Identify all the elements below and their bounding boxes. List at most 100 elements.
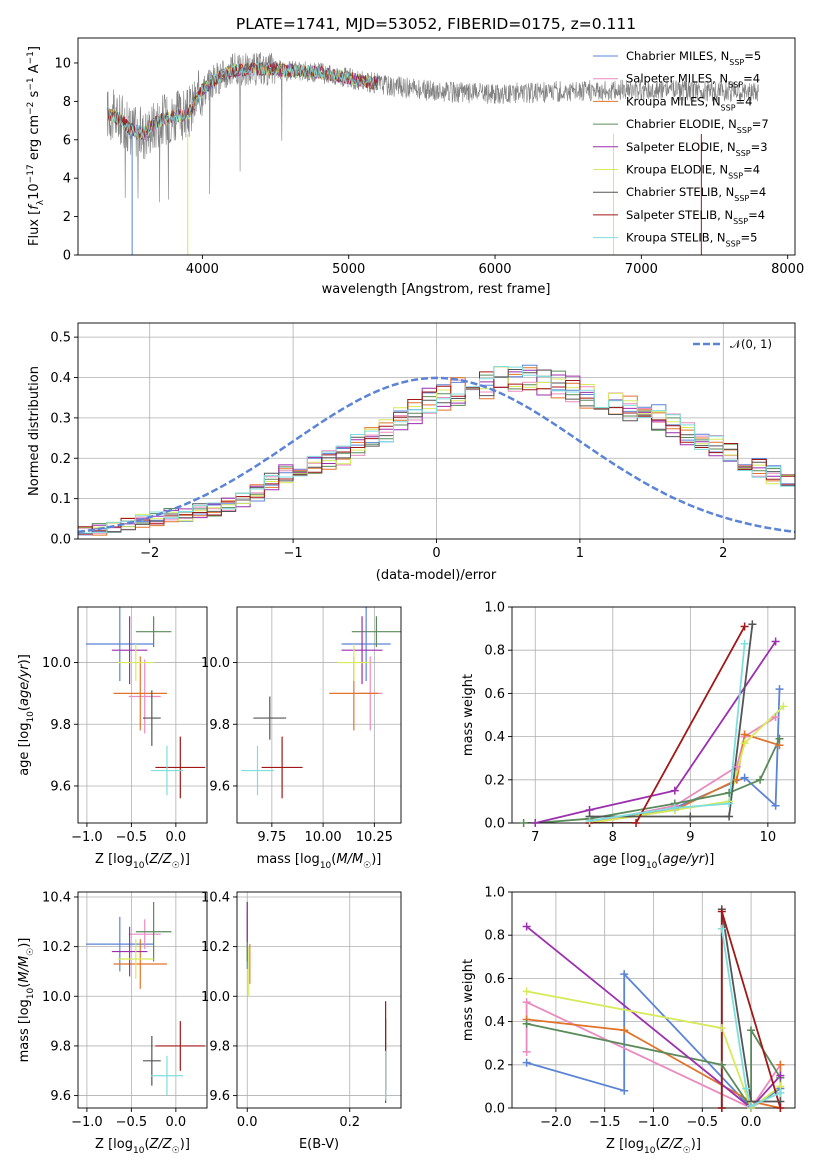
weight_vs_age-point-marker [519, 819, 528, 827]
mass_vs_EBV-ytick-label: 10.4 [201, 890, 230, 905]
age_vs_Z-ylabel: age [log10(age/yr)] [17, 654, 36, 776]
weight_vs_age-point-marker [732, 775, 741, 784]
weight_vs_age-xtick-label: 7 [531, 830, 539, 845]
weight_vs_Z-xlabel-part: ( [655, 1137, 660, 1152]
spectrum-legend-sub: SSP [734, 194, 749, 203]
mass_vs_Z-axes: −1.0 −0.5 0.09.69.810.010.210.4Z [log10(Z/… [17, 890, 208, 1156]
weight_vs_Z-ytick-label: 0.8 [484, 929, 505, 944]
weight_vs_age-xtick-label: 8 [609, 830, 617, 845]
spectrum-xtick-label: 4000 [186, 262, 219, 277]
mass_vs_EBV-axes: 0.0 0.2 9.6 9.8 10.0 10.2 10.4 E(B-V) [201, 890, 402, 1152]
spectrum-legend-label: Salpeter ELODIE, NSSP=3 [626, 140, 768, 158]
weight_vs_age-point-marker [771, 713, 780, 722]
age_vs_Z-ylabel-part: )] [17, 654, 32, 664]
mass_vs_Z-ylabel-part: )] [17, 938, 32, 948]
age_vs_Z-axes: −1.0 −0.5 0.09.69.810.0Z [log10(Z/Z☉)]age … [17, 606, 208, 871]
age_vs_Z-ytick-label: 9.8 [50, 718, 71, 733]
spectrum-legend-sub: SSP [728, 80, 743, 89]
weight_vs_age-ytick-label: 0.8 [484, 644, 505, 659]
mass_vs_Z-ytick-label: 10.0 [42, 990, 71, 1005]
weight_vs_age-xlabel-part: )] [704, 852, 714, 867]
mass_vs_EBV-frame [236, 891, 402, 1109]
spectrum-ytick-label: 6 [63, 133, 71, 148]
mass_vs_Z-ylabel: mass [log10(M/M☉)] [17, 938, 36, 1063]
age_vs_mass-ytick-label: 10.0 [201, 656, 230, 671]
spectrum-legend-count: =4 [743, 72, 760, 86]
weight_vs_Z-point-marker [776, 1104, 785, 1112]
spectrum-legend-name: Salpeter MILES, N [626, 72, 728, 86]
age_vs_Z-ytick-label: 10.0 [42, 656, 71, 671]
spectrum-xtick-label: 7000 [625, 262, 658, 277]
residuals-plot-area [78, 364, 795, 536]
residual-legend-label: 𝒩(0, 1) [730, 337, 772, 351]
weight_vs_Z-point-marker [522, 1058, 531, 1067]
weight_vs_Z-ylabel: mass weight [461, 959, 476, 1041]
spectrum-ylabel-part: −1 [26, 51, 36, 64]
spectrum-ytick-label: 0 [63, 249, 71, 264]
weight_vs_age-point-marker [725, 812, 734, 821]
weight_vs_Z-xlabel-part: 10 [644, 1146, 656, 1156]
spectrum-data-line [107, 52, 759, 203]
spectrum-xlabel: wavelength [Angstrom, rest frame] [322, 282, 551, 297]
weight_vs_Z-series-line [526, 1022, 782, 1108]
mass_vs_Z-ylabel-part: ☉ [26, 948, 36, 956]
weight_vs_age-point-marker [740, 622, 749, 631]
weight_vs_Z-point-marker [620, 1026, 629, 1035]
mass_vs_Z-xlabel-part: Z [log [95, 1137, 133, 1152]
mass_vs_EBV-xlabel: E(B-V) [299, 1137, 339, 1152]
age_vs_mass-axes: 9.75 10.00 10.25 9.6 9.8 10.0 mass [log10(M/M☉… [201, 606, 402, 871]
weight_vs_age-xlabel-part: 10 [646, 861, 658, 871]
age_vs_mass-xtick-label: 10.00 [304, 830, 341, 845]
weight_vs_Z-series-line [720, 928, 781, 1108]
weight_vs_age-point-marker [585, 816, 594, 825]
weight_vs_Z-point-marker [717, 1024, 726, 1033]
spectrum-xtick-label: 8000 [771, 262, 804, 277]
spectrum-xtick-label: 5000 [332, 262, 365, 277]
weight_vs_Z-point-marker [776, 1088, 785, 1097]
mass_vs_Z-ylabel-part: mass [log [17, 999, 32, 1062]
spectrum-legend-count: =5 [744, 49, 761, 63]
weight_vs_age-series-line [589, 625, 746, 823]
weight_vs_Z-point-marker [717, 1060, 726, 1069]
weight_vs_age-ylabel: mass weight [461, 674, 476, 756]
weight_vs_Z-xlabel-part: Z/Z [660, 1137, 684, 1152]
weight_vs_Z-point-marker [747, 1026, 756, 1035]
spectrum-ytick-label: 8 [63, 95, 71, 110]
spectrum-legend-count: =4 [748, 208, 765, 222]
spectrum-legend-label: Chabrier MILES, NSSP=5 [626, 49, 761, 67]
age_vs_Z-xtick-label: 0.0 [166, 830, 187, 845]
residuals-xtick-label: 2 [719, 546, 727, 561]
weight_vs_Z-point-marker [522, 1019, 531, 1028]
spectrum-legend-count: =5 [741, 231, 758, 245]
residuals-ytick-label: 0.3 [50, 411, 71, 426]
spectrum-legend-sub: SSP [736, 148, 751, 157]
mass_vs_Z-xlabel-part: 10 [133, 1146, 145, 1156]
mass_vs_EBV-xlabel-part: E(B-V) [299, 1137, 339, 1152]
spectrum-legend-label: Salpeter STELIB, NSSP=4 [626, 208, 765, 226]
weight_vs_age-point-marker [771, 801, 780, 810]
weight_vs_age-point-marker [531, 819, 540, 827]
mass_vs_Z-xlabel-part: ( [144, 1137, 149, 1152]
weight_vs_Z-point-marker [717, 1104, 726, 1112]
spectrum-frame [77, 37, 796, 256]
spectrum-ylabel-part: ] [27, 46, 42, 51]
age_vs_Z-ytick-label: 9.6 [50, 779, 71, 794]
weight_vs_Z-ylabel-part: mass weight [461, 959, 476, 1041]
weight_vs_Z-ytick-label: 0.6 [484, 972, 505, 987]
spectrum-model-line [106, 61, 379, 140]
weight_vs_age-series-line [535, 641, 777, 823]
weight_vs_Z-axes: −2.0 −1.5 −1.0 −0.5 0.0 0.0 0.2 0.4 0.6 0.8 1.0 Z [… [461, 886, 796, 1156]
weight_vs_Z-point-marker [620, 970, 629, 979]
spectrum-legend-sub: SSP [733, 216, 748, 225]
residuals-xtick-label: 1 [576, 546, 584, 561]
residuals-ytick-label: 0.0 [50, 533, 71, 548]
weight_vs_age-point-marker [779, 702, 788, 711]
spectrum-ylabel-part: −17 [26, 164, 36, 183]
weight_vs_age-series-line [589, 643, 746, 822]
weight_vs_Z-xtick-label: −2.0 [540, 1115, 572, 1130]
weight_vs_age-point-marker [775, 685, 784, 694]
mass_vs_EBV-xtick-label: 0.0 [237, 1115, 258, 1130]
age_vs_mass-xlabel-part: mass [log [257, 852, 320, 867]
weight_vs_age-xtick-label: 10 [760, 830, 777, 845]
mass_vs_Z-frame [77, 891, 208, 1109]
